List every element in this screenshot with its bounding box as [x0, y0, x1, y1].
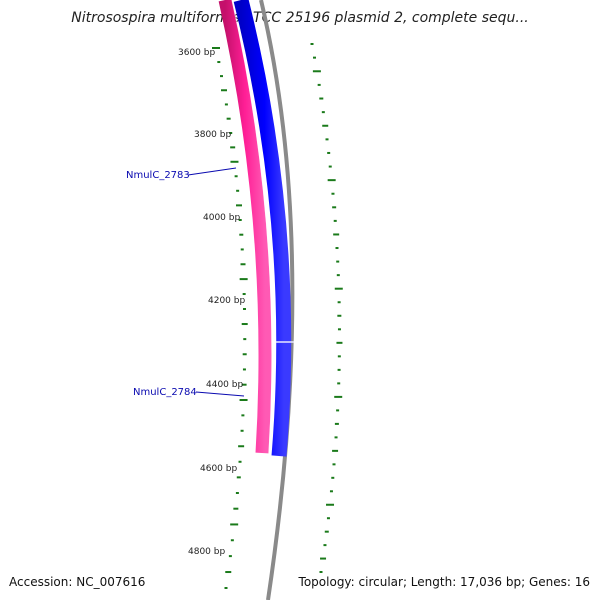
ruler-tick-label: 3800 bp: [194, 130, 231, 140]
ruler-tick-label: 4200 bp: [208, 296, 245, 306]
cds-highlight: [231, 0, 273, 454]
accession-text: Accession: NC_007616: [9, 575, 146, 589]
gc-skew-inner: [212, 47, 248, 589]
gc-skew-outer: [310, 43, 343, 573]
gene-label[interactable]: NmulC_2784: [133, 387, 197, 398]
map-title: Nitrosospira multiformis ATCC 25196 plas…: [71, 10, 529, 26]
gene-leader-line: [195, 391, 245, 397]
sequence-backbone: [259, 0, 295, 600]
ruler-tick-label: 3600 bp: [178, 48, 215, 58]
ruler-tick-label: 4400 bp: [206, 380, 243, 390]
ruler-tick-label: 4800 bp: [188, 547, 225, 557]
cds-forward-strand[interactable]: [218, 0, 272, 454]
ruler-tick-label: 4600 bp: [200, 464, 237, 474]
sequence-summary: Topology: circular; Length: 17,036 bp; G…: [298, 575, 590, 589]
ruler-tick-label: 4000 bp: [203, 213, 240, 223]
gene-leader-line: [187, 167, 237, 176]
cds-reverse-strand[interactable]: [233, 0, 292, 457]
gene-label[interactable]: NmulC_2783: [126, 170, 190, 181]
